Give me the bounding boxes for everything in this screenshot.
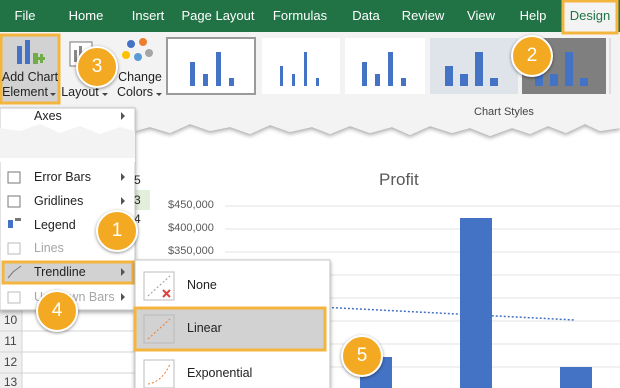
row-number: 11	[4, 334, 17, 348]
cell: 3	[134, 193, 141, 207]
y-tick-label: $450,000	[168, 199, 214, 211]
change-colors-button[interactable]: Change Colors	[115, 70, 165, 100]
tab[interactable]: Formulas	[272, 8, 328, 23]
callout: 1	[96, 210, 138, 252]
submenu-highlight	[133, 306, 327, 352]
menu-item-disabled: Lines	[34, 241, 64, 255]
callout: 5	[341, 335, 383, 377]
menu-item[interactable]: Axes	[34, 109, 62, 123]
cell-fill	[133, 190, 150, 210]
button-label: Change	[118, 70, 162, 84]
active-tab-highlight	[561, 0, 619, 35]
tab[interactable]: Page Layout	[181, 8, 255, 23]
submenu-item[interactable]: Exponential	[187, 366, 253, 380]
tab-bar	[0, 0, 620, 32]
submenu-icons	[143, 271, 175, 388]
submenu-item[interactable]: None	[187, 278, 217, 292]
chart-bar	[460, 218, 492, 388]
chart-bar	[560, 367, 592, 388]
dropdown-arrows	[50, 93, 162, 96]
add-chart-icon	[17, 40, 45, 64]
y-tick-label: $400,000	[168, 222, 214, 234]
cell: 5	[134, 173, 141, 187]
menu-item[interactable]: Gridlines	[34, 194, 84, 208]
menu-torn	[0, 124, 135, 160]
menu-item[interactable]: Legend	[34, 218, 76, 232]
row-number: 13	[3, 375, 18, 388]
y-tick-label: $350,000	[168, 245, 214, 257]
quick-layout-button[interactable]: Layout	[60, 85, 100, 100]
tab[interactable]: Review	[401, 8, 445, 23]
add-chart-element-button[interactable]: Add Chart Element	[0, 70, 60, 100]
menu-icons	[7, 171, 22, 304]
tab[interactable]: Insert	[131, 8, 165, 23]
chart-style-gallery	[166, 37, 611, 95]
menu-item-selected[interactable]: Trendline	[34, 265, 86, 279]
tab[interactable]: View	[467, 8, 495, 23]
menu-torn-fill	[0, 158, 135, 162]
row-number: 12	[3, 355, 18, 369]
trendline	[299, 305, 576, 321]
tab[interactable]: Data	[352, 8, 380, 23]
menu-highlight	[1, 260, 135, 285]
tab[interactable]: Help	[519, 8, 547, 23]
tab-active[interactable]: Design	[569, 8, 611, 23]
tab[interactable]: File	[14, 8, 36, 23]
callout: 3	[76, 46, 118, 88]
submenu-item-selected[interactable]: Linear	[187, 321, 222, 335]
button-label: Add Chart	[1, 70, 59, 84]
callout: 2	[511, 35, 553, 77]
row-number: 10	[3, 313, 18, 327]
button-label: Layout	[61, 85, 99, 99]
tab[interactable]: Home	[68, 8, 104, 23]
row-header-bg	[0, 310, 22, 388]
button-label: Colors	[116, 85, 154, 99]
cell: 4	[134, 212, 141, 226]
group-label: Chart Styles	[474, 106, 534, 118]
menu-item[interactable]: Error Bars	[34, 170, 91, 184]
button-label: Element	[2, 85, 48, 99]
colors-icon	[122, 38, 153, 61]
callout: 4	[36, 290, 78, 332]
chart-title: Profit	[379, 170, 419, 189]
row-lines	[0, 310, 135, 388]
